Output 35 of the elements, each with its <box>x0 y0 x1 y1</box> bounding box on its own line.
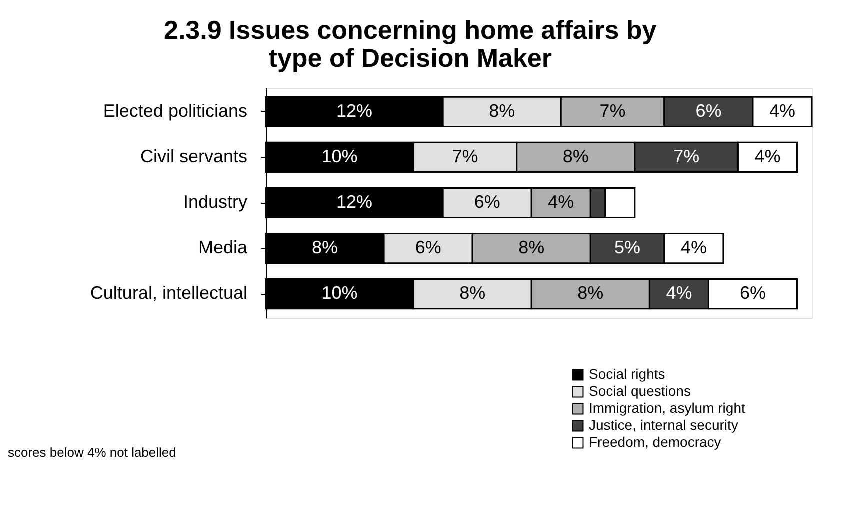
legend-label: Freedom, democracy <box>589 434 722 450</box>
data-label: 5% <box>614 238 641 258</box>
data-label: 4% <box>754 146 781 166</box>
data-label: 4% <box>548 192 574 212</box>
legend-label: Justice, internal security <box>589 417 738 433</box>
chart-title: 2.3.9 Issues concerning home affairs by type of Decision Maker <box>164 15 658 73</box>
data-label: 10% <box>322 283 358 304</box>
data-label: 12% <box>336 192 373 212</box>
data-label: 6% <box>740 283 766 304</box>
data-label: 7% <box>674 146 700 166</box>
data-label: 7% <box>600 100 626 121</box>
legend-label: Social questions <box>589 383 691 399</box>
y-tick-label: Elected politicians <box>103 100 248 121</box>
data-label: 4% <box>666 283 692 304</box>
data-label: 8% <box>312 238 338 258</box>
data-label: 8% <box>460 283 486 304</box>
data-label: 6% <box>696 100 722 121</box>
y-tick-label: Media <box>198 238 248 258</box>
text: scores below 4% not labelled <box>8 445 176 460</box>
y-tick-label: Cultural, intellectual <box>90 283 248 304</box>
data-label: 7% <box>452 146 478 166</box>
data-label: 8% <box>518 238 545 258</box>
data-label: 12% <box>336 100 373 121</box>
y-tick-label: Civil servants <box>140 146 248 166</box>
legend-label: Social rights <box>589 366 666 382</box>
y-tick-label: Industry <box>183 192 248 212</box>
legend-label: Immigration, asylum right <box>589 400 746 416</box>
data-label: 8% <box>578 283 604 304</box>
data-label: 8% <box>562 146 589 166</box>
data-label: 4% <box>769 100 796 121</box>
data-label: 4% <box>680 238 707 258</box>
data-label: 8% <box>489 100 516 121</box>
data-label: 10% <box>322 146 358 166</box>
data-label: 6% <box>474 192 500 212</box>
data-label: 6% <box>415 238 442 258</box>
